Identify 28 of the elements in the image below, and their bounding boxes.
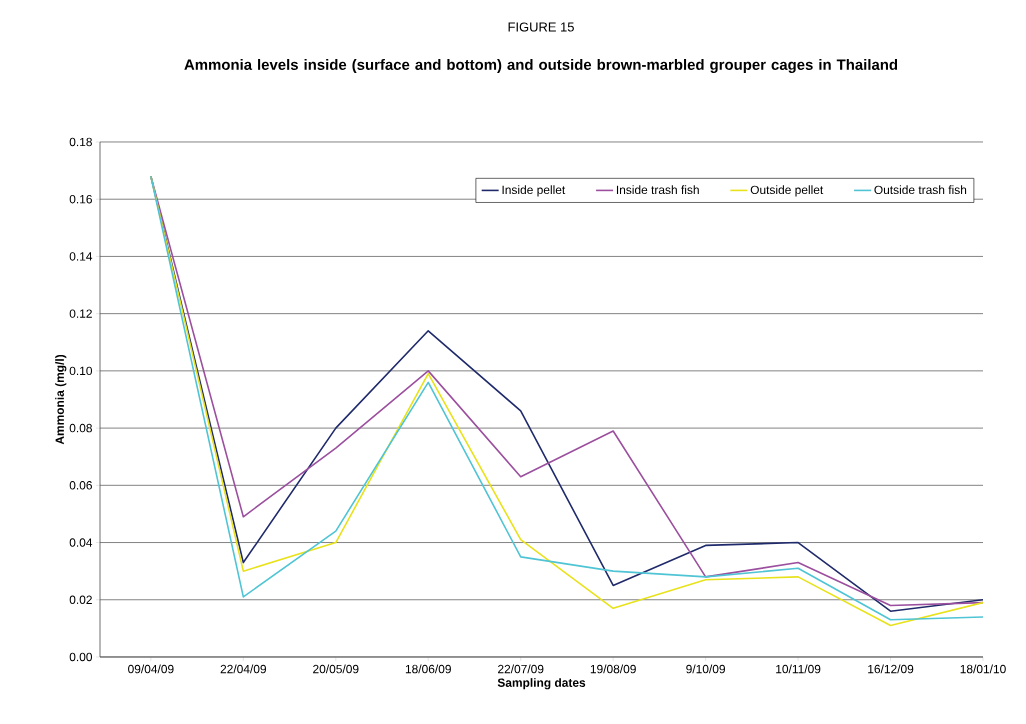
y-tick-label: 0.12 (69, 309, 92, 318)
y-tick-label: 0.18 (69, 137, 92, 147)
x-tick-label: 22/04/09 (220, 664, 267, 674)
y-tick-label: 0.04 (69, 538, 93, 547)
legend-label: Inside trash fish (616, 185, 699, 195)
x-tick-label: 18/01/10 (960, 664, 1006, 674)
y-tick-label: 0.10 (69, 366, 93, 376)
x-tick-label: 22/07/09 (498, 664, 544, 674)
legend-label: Inside pellet (502, 185, 566, 197)
y-tick-label: 0.14 (69, 252, 93, 261)
legend-label: Outside trash fish (874, 185, 967, 195)
x-tick-label: 10/11/09 (776, 664, 821, 674)
y-tick-label: 0.08 (69, 423, 92, 433)
y-axis-title: Ammonia (mg/l) (55, 354, 67, 445)
x-tick-label: 9/10/09 (686, 664, 725, 674)
x-tick-label: 19/08/09 (590, 664, 636, 674)
y-tick-label: 0.00 (69, 652, 93, 662)
x-tick-label: 09/04/09 (128, 664, 174, 674)
chart-subtitle: Ammonia levels inside (surface and bottom) and outside brown-marbled grouper cages in Thailand (184, 58, 898, 73)
chart-title: FIGURE 15 (508, 22, 574, 32)
x-axis-title: Sampling dates (497, 678, 586, 690)
legend-label: Outside pellet (750, 185, 824, 197)
y-tick-label: 0.16 (69, 194, 92, 204)
y-tick-label: 0.02 (69, 595, 92, 604)
x-tick-label: 20/05/09 (313, 664, 359, 674)
x-tick-label: 16/12/09 (868, 664, 914, 674)
y-tick-label: 0.06 (69, 481, 92, 490)
x-tick-label: 18/06/09 (405, 664, 451, 674)
